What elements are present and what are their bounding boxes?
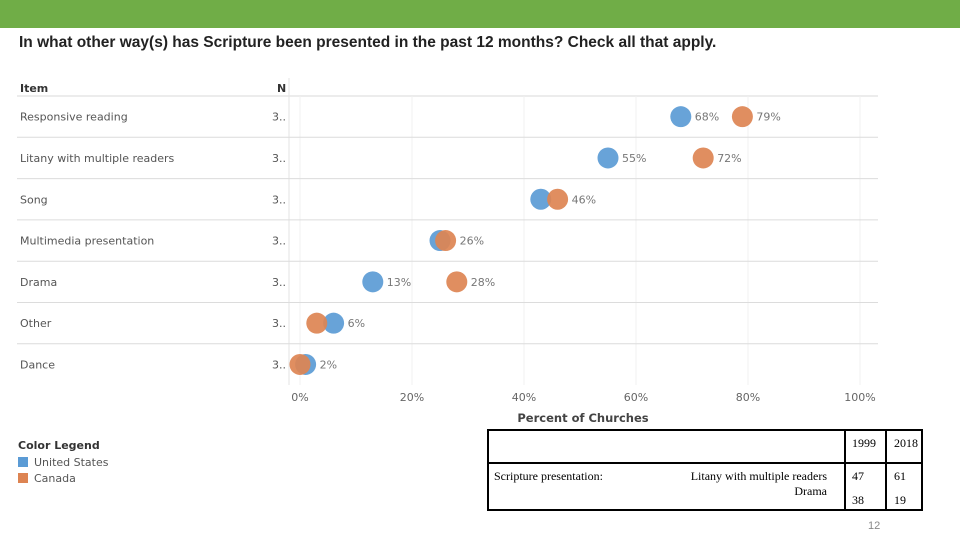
data-label: 28%: [471, 276, 495, 289]
legend-label-united-states: United States: [34, 455, 109, 469]
x-tick-label: 20%: [400, 391, 424, 404]
n-value: 3..: [272, 317, 286, 330]
data-label: 79%: [756, 111, 780, 124]
table-cell: 47: [852, 469, 864, 483]
item-header: Item: [20, 82, 48, 95]
legend-item-canada[interactable]: Canada: [18, 470, 109, 486]
n-value: 3..: [272, 111, 286, 124]
category-label: Litany with multiple readers: [20, 152, 175, 165]
x-axis-label: Percent of Churches: [517, 411, 648, 425]
category-label: Dance: [20, 358, 55, 371]
data-label: 55%: [622, 152, 646, 165]
header-bar: [0, 0, 960, 28]
canada-swatch-icon: [18, 473, 28, 483]
data-label: 68%: [695, 111, 719, 124]
dot-plot-chart: Item N 0% 20% 40% 60% 80% 100% Percent of Church…: [17, 78, 878, 425]
n-value: 3..: [272, 276, 286, 289]
page-number: 12: [868, 520, 881, 532]
category-label: Other: [20, 317, 52, 330]
canada-point: [547, 188, 569, 210]
data-label: 26%: [460, 235, 484, 248]
x-tick-label: 40%: [512, 391, 536, 404]
comparison-table: 1999 2018 Scripture presentation: Litany…: [487, 429, 923, 511]
us-point: [362, 271, 384, 293]
page-title: In what other way(s) has Scripture been …: [19, 34, 717, 51]
category-label: Song: [20, 193, 48, 206]
table-divider: [885, 431, 887, 509]
table-header-1999: 1999: [852, 436, 876, 450]
x-tick-label: 100%: [844, 391, 875, 404]
table-cell: 19: [894, 493, 906, 507]
category-label: Drama: [20, 276, 57, 289]
x-tick-label: 0%: [291, 391, 308, 404]
us-point: [670, 106, 692, 128]
canada-point: [692, 147, 714, 169]
category-label: Multimedia presentation: [20, 235, 154, 248]
category-label: Responsive reading: [20, 111, 128, 124]
us-swatch-icon: [18, 457, 28, 467]
n-header: N: [277, 82, 286, 95]
table-divider: [489, 462, 921, 464]
legend-item-united-states[interactable]: United States: [18, 454, 109, 470]
table-divider: [844, 431, 846, 509]
us-point: [530, 188, 552, 210]
us-point: [323, 312, 345, 334]
data-label: 72%: [717, 152, 741, 165]
color-legend: Color Legend United States Canada: [18, 439, 109, 486]
canada-point: [731, 106, 753, 128]
table-cell: 61: [894, 469, 906, 483]
table-header-2018: 2018: [894, 436, 918, 450]
legend-label-canada: Canada: [34, 471, 76, 485]
n-value: 3..: [272, 235, 286, 248]
canada-point: [306, 312, 328, 334]
table-row-label: Scripture presentation:: [494, 469, 603, 483]
n-value: 3..: [272, 152, 286, 165]
x-tick-label: 80%: [736, 391, 760, 404]
legend-title: Color Legend: [18, 439, 100, 452]
table-items-text: Litany with multiple readers Drama: [690, 469, 827, 498]
table-cell: 38: [852, 493, 864, 507]
data-label: 13%: [387, 276, 411, 289]
n-value: 3..: [272, 193, 286, 206]
canada-point: [289, 353, 311, 375]
data-label: 46%: [572, 193, 596, 206]
canada-point: [435, 230, 457, 252]
data-label: 2%: [320, 358, 337, 371]
us-point: [597, 147, 619, 169]
data-label: 6%: [348, 317, 365, 330]
n-value: 3..: [272, 358, 286, 371]
canada-point: [446, 271, 468, 293]
x-tick-label: 60%: [624, 391, 648, 404]
